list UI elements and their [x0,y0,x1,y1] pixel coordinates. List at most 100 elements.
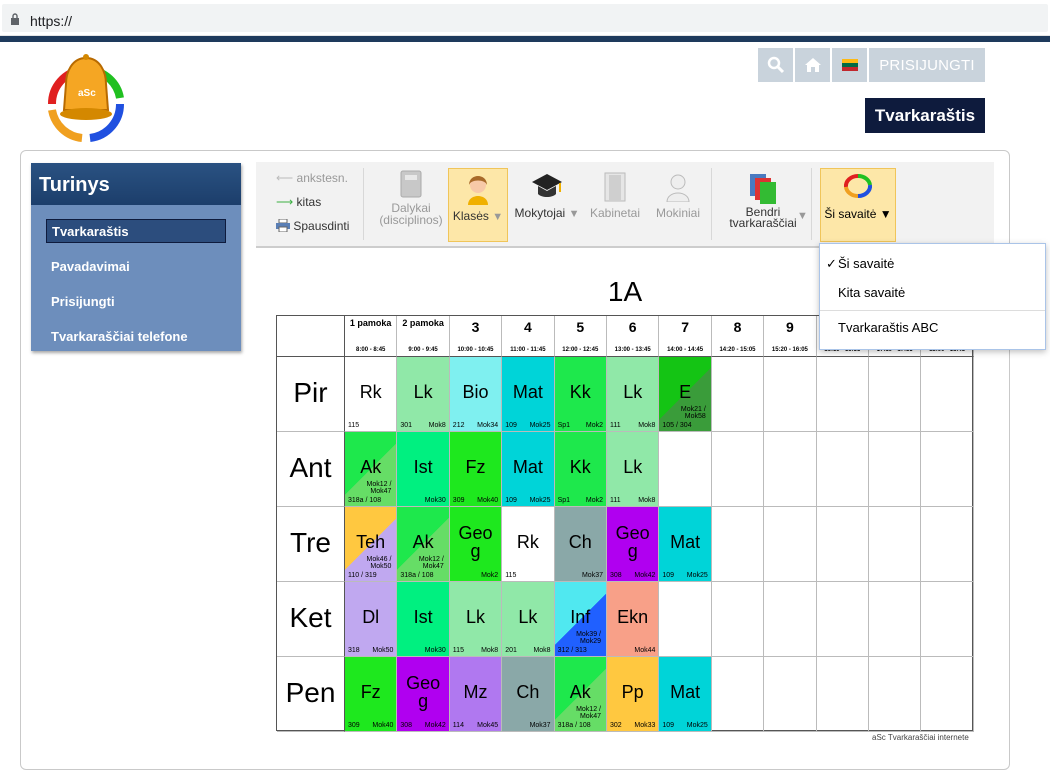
period-time: 11:00 - 11:45 [510,347,546,353]
lesson-cell[interactable]: Lk 301 Mok8 [397,357,450,432]
chevron-down-icon: ▼ [492,211,504,223]
prev-button[interactable]: ⟵ ankstesn. [276,171,348,185]
empty-cell [869,657,922,732]
caret-down-icon: ▼ [879,207,892,221]
subject-label: Geo g [615,523,650,561]
print-label: Spausdinti [293,219,350,233]
chevron-down-icon: ▼ [568,208,580,220]
empty-cell [869,507,922,582]
lesson-cell[interactable]: Lk 201 Mok8 [502,582,555,657]
room-label: Sp1 [557,422,571,429]
home-button[interactable] [795,48,830,82]
page-title: Tvarkaraštis [865,98,985,133]
lesson-cell[interactable]: Ch Mok37 [502,657,555,732]
lesson-cell[interactable]: Geo g 308 Mok42 [397,657,450,732]
day-label: Tre [277,507,345,582]
room-label: 309 [452,497,465,504]
lesson-cell[interactable]: Fz 309 Mok40 [449,432,503,507]
print-button[interactable]: Spausdinti [276,218,350,233]
common-timetables-button[interactable]: Bendri tvarkaraščiai [718,172,808,229]
lesson-cell[interactable]: Inf 312 / 313 Mok39 / Mok29 [554,582,607,657]
next-button[interactable]: ⟶ kitas [276,195,321,209]
week-button[interactable]: Ši savaitė ▼ [820,168,896,242]
lesson-cell[interactable]: Lk 111 Mok8 [607,432,660,507]
students-button[interactable]: Mokiniai [648,172,708,220]
empty-cell [816,357,869,432]
room-label: 109 [662,722,675,729]
lesson-cell[interactable]: Kk Sp1 Mok2 [554,357,607,432]
lesson-cell[interactable]: Fz 309 Mok40 [345,657,398,732]
option-this-week[interactable]: ✓ Ši savaitė [820,251,1045,277]
lesson-cell[interactable]: Ak 318a / 108 Mok12 / Mok47 [397,507,450,582]
lesson-cell[interactable]: Bio 212 Mok34 [449,357,503,432]
url-field[interactable]: https:// [2,4,1048,32]
sidebar-item-telefone[interactable]: Tvarkaraščiai telefone [51,329,188,344]
lesson-cell[interactable]: Rk 115 [502,507,555,582]
empty-cell [921,432,974,507]
language-button[interactable] [832,48,867,82]
footer-credit: aSc Tvarkaraščiai internete [872,733,969,742]
lesson-cell[interactable]: Ist Mok30 [397,432,450,507]
option-abc-timetable[interactable]: Tvarkaraštis ABC [820,315,1045,341]
lesson-cell[interactable]: Ekn Mok44 [607,582,660,657]
teacher-label: Mok25 [529,422,551,429]
empty-cell [869,582,922,657]
lesson-cell[interactable]: Dl 318 Mok50 [345,582,398,657]
period-header: 8 14:20 - 15:05 [711,316,765,357]
subject-label: Lk [518,607,538,627]
lesson-cell[interactable]: Teh 110 / 319 Mok46 / Mok50 [345,507,398,582]
day-label: Pir [277,357,345,432]
period-header: 9 15:20 - 16:05 [764,316,817,357]
subject-label: Teh [356,532,386,552]
empty-cell [711,432,765,507]
period-label: 7 [681,319,689,335]
day-label: Ant [277,432,345,507]
room-label: Sp1 [557,497,571,504]
lesson-cell[interactable]: Mat 109 Mok25 [659,507,712,582]
sidebar-title: Turinys [31,163,241,205]
room-label: 302 [610,722,622,729]
lesson-cell[interactable]: Ist Mok30 [397,582,450,657]
rooms-button[interactable]: Kabinetai [588,172,642,220]
teacher-label: Mok33 [634,722,656,729]
lesson-cell[interactable]: Ch Mok37 [554,507,607,582]
lesson-cell[interactable]: Ak 318a / 108 Mok12 / Mok47 [554,657,607,732]
lesson-cell[interactable]: Geo g Mok2 [449,507,503,582]
sidebar-item-pavadavimai[interactable]: Pavadavimai [51,259,130,274]
search-button[interactable] [758,48,793,82]
subjects-button[interactable]: Dalykai (disciplinos) [376,170,446,226]
lesson-cell[interactable]: Lk 111 Mok8 [607,357,660,432]
period-time: 13:00 - 13:45 [614,347,651,353]
sidebar: Turinys Tvarkaraštis Pavadavimai Prisiju… [31,163,241,351]
lesson-cell[interactable]: Kk Sp1 Mok2 [554,432,607,507]
empty-cell [659,432,712,507]
subject-label: Geo g [406,673,441,711]
lesson-cell[interactable]: Mat 109 Mok25 [659,657,712,732]
teacher-label: Mok2 [585,422,603,429]
lesson-cell[interactable]: Geo g 308 Mok42 [607,507,660,582]
lesson-cell[interactable]: Pp 302 Mok33 [607,657,660,732]
subject-label: Mat [670,532,701,552]
empty-cell [764,432,817,507]
subject-label: Mat [512,457,543,477]
lesson-cell[interactable]: Rk 115 [345,357,398,432]
subject-label: Geo g [458,523,493,561]
lesson-cell[interactable]: E 105 / 304 Mok21 / Mok58 [659,357,712,432]
login-button[interactable]: PRISIJUNGTI [869,48,985,82]
sidebar-item-tvarkarastis[interactable]: Tvarkaraštis [46,219,226,243]
teachers-button[interactable]: Mokytojai ▼ [512,172,582,220]
period-label: 4 [523,319,532,335]
sidebar-item-prisijungti[interactable]: Prisijungti [51,294,115,309]
option-next-week[interactable]: Kita savaitė [820,280,1045,306]
lesson-cell[interactable]: Mat 109 Mok25 [502,357,555,432]
period-label: 2 pamoka [402,318,444,328]
subjects-label: Dalykai [391,201,431,215]
subject-label: Mat [670,682,701,702]
period-label: 5 [576,319,585,335]
period-label: 3 [471,319,480,335]
lesson-cell[interactable]: Mat 109 Mok25 [502,432,555,507]
classes-button[interactable]: Klasės ▼ [448,168,508,242]
lesson-cell[interactable]: Ak 318a / 108 Mok12 / Mok47 [345,432,398,507]
lesson-cell[interactable]: Mz 114 Mok45 [449,657,503,732]
lesson-cell[interactable]: Lk 115 Mok8 [449,582,503,657]
